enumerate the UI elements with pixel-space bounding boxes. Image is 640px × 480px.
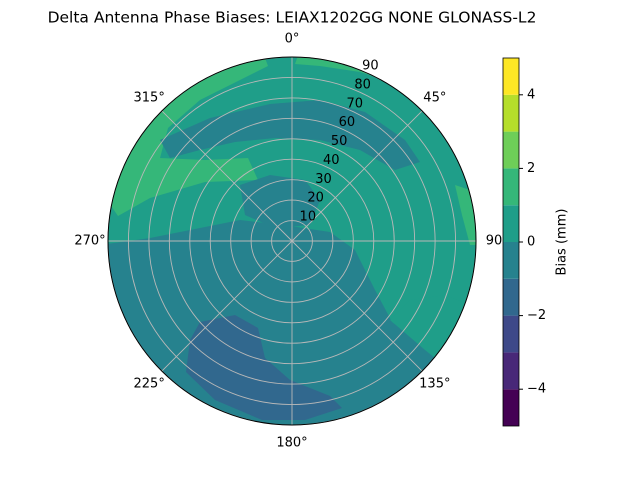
colorbar-bin bbox=[503, 168, 519, 206]
contour-region bbox=[455, 185, 476, 245]
colorbar-bin bbox=[503, 58, 519, 95]
grid-spoke bbox=[161, 110, 293, 242]
colorbar-tick-label: 2 bbox=[527, 161, 535, 176]
r-tick-label: 40 bbox=[323, 153, 340, 168]
contour-region bbox=[160, 100, 420, 170]
grid-spoke bbox=[161, 240, 293, 372]
theta-tick-label: 270° bbox=[74, 234, 105, 249]
theta-tick-label: 90 bbox=[486, 234, 503, 249]
r-tick-label: 70 bbox=[346, 96, 363, 111]
colorbar-bin bbox=[503, 131, 519, 169]
polar-frame bbox=[107, 56, 477, 426]
r-tick-label: 80 bbox=[354, 77, 371, 92]
colorbar-bin bbox=[503, 205, 519, 242]
r-tick-label: 60 bbox=[339, 115, 356, 130]
r-tick-label: 20 bbox=[307, 191, 324, 206]
theta-tick-label: 180° bbox=[276, 436, 307, 451]
colorbar-label: Bias (mm) bbox=[555, 209, 570, 276]
chart-title: Delta Antenna Phase Biases: LEIAX1202GG … bbox=[48, 9, 537, 27]
theta-tick-label: 45° bbox=[423, 91, 446, 106]
colorbar-tick-label: 0 bbox=[527, 235, 535, 250]
contour-region bbox=[186, 315, 342, 420]
colorbar-tick-label: −4 bbox=[527, 382, 546, 397]
r-tick-label: 50 bbox=[331, 134, 348, 149]
colorbar-bin bbox=[503, 242, 519, 279]
polar-axes: 0° 45° 90 135° 180° 225° 270° 315° 10 20 30 40 50 60 7… bbox=[74, 32, 502, 451]
colorbar-bin bbox=[503, 352, 519, 390]
colorbar-bin bbox=[503, 94, 519, 132]
theta-tick-label: 0° bbox=[285, 32, 300, 47]
theta-tick-label: 135° bbox=[419, 376, 450, 391]
colorbar-bin bbox=[503, 315, 519, 353]
colorbar-tick-label: 4 bbox=[527, 87, 535, 102]
theta-tick-label: 315° bbox=[134, 91, 165, 106]
contour-field bbox=[108, 57, 476, 425]
contour-region bbox=[108, 220, 445, 425]
colorbar-tick-label: −2 bbox=[527, 308, 546, 323]
r-tick-label: 10 bbox=[300, 210, 317, 225]
colorbar-bin bbox=[503, 278, 519, 316]
grid-spoke bbox=[291, 240, 423, 372]
r-tick-label: 30 bbox=[315, 172, 332, 187]
theta-tick-label: 225° bbox=[134, 376, 165, 391]
colorbar-bin bbox=[503, 389, 519, 426]
grid-spoke bbox=[291, 110, 423, 242]
r-tick-label: 90 bbox=[362, 59, 379, 74]
